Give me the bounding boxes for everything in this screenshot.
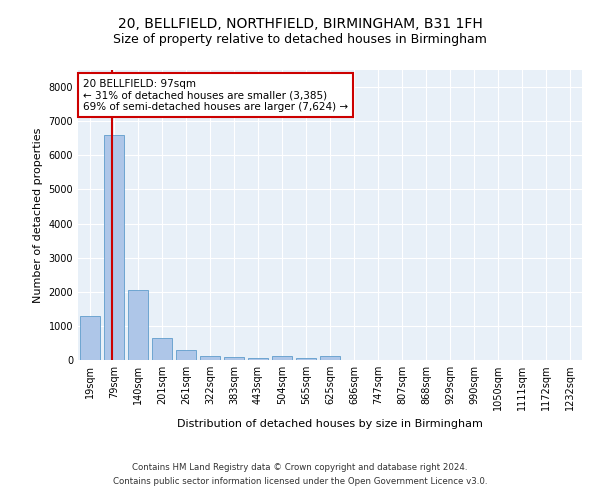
Bar bbox=[224, 358, 244, 360]
Text: 20 BELLFIELD: 97sqm
← 31% of detached houses are smaller (3,385)
69% of semi-det: 20 BELLFIELD: 97sqm ← 31% of detached ho… bbox=[83, 78, 348, 112]
X-axis label: Distribution of detached houses by size in Birmingham: Distribution of detached houses by size … bbox=[177, 418, 483, 428]
Text: Contains public sector information licensed under the Open Government Licence v3: Contains public sector information licen… bbox=[113, 477, 487, 486]
Bar bbox=[248, 358, 268, 360]
Bar bbox=[104, 135, 124, 360]
Bar bbox=[200, 356, 220, 360]
Bar bbox=[176, 350, 196, 360]
Bar bbox=[272, 356, 292, 360]
Y-axis label: Number of detached properties: Number of detached properties bbox=[33, 128, 43, 302]
Text: 20, BELLFIELD, NORTHFIELD, BIRMINGHAM, B31 1FH: 20, BELLFIELD, NORTHFIELD, BIRMINGHAM, B… bbox=[118, 18, 482, 32]
Text: Size of property relative to detached houses in Birmingham: Size of property relative to detached ho… bbox=[113, 32, 487, 46]
Bar bbox=[152, 338, 172, 360]
Bar bbox=[296, 358, 316, 360]
Bar bbox=[128, 290, 148, 360]
Bar bbox=[80, 316, 100, 360]
Bar bbox=[320, 356, 340, 360]
Text: Contains HM Land Registry data © Crown copyright and database right 2024.: Contains HM Land Registry data © Crown c… bbox=[132, 464, 468, 472]
